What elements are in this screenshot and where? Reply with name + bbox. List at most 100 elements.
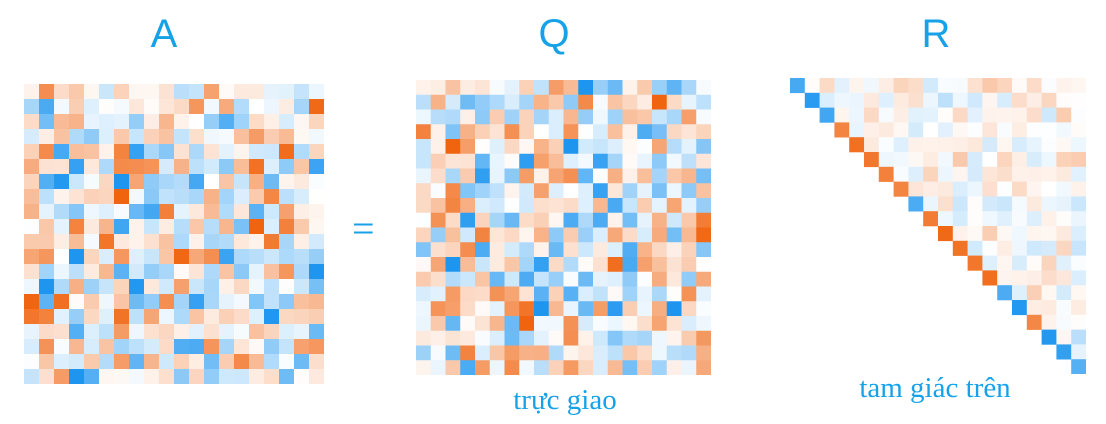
matrix-cell (189, 234, 205, 250)
matrix-cell (475, 271, 491, 287)
matrix-cell (69, 369, 85, 384)
matrix-cell (607, 257, 623, 273)
matrix-cell (416, 286, 432, 302)
matrix-cell (129, 294, 145, 310)
matrix-cell (189, 324, 205, 340)
matrix-cell (249, 249, 265, 265)
matrix-cell (460, 301, 476, 317)
matrix-cell (607, 94, 623, 110)
matrix-cell (1041, 329, 1057, 345)
matrix-cell (489, 330, 505, 346)
matrix-cell (54, 159, 70, 175)
matrix-cell (563, 198, 579, 214)
matrix-cell (607, 109, 623, 125)
matrix-cell (264, 219, 280, 235)
matrix-cell (578, 286, 594, 302)
matrix-cell (519, 257, 535, 273)
matrix-cell (997, 270, 1013, 286)
matrix-cell (294, 369, 310, 384)
matrix-cell (99, 204, 115, 220)
matrix-cell (666, 286, 682, 302)
matrix-cell (204, 264, 220, 280)
matrix-cell (1026, 152, 1042, 168)
matrix-cell (174, 174, 190, 190)
matrix-cell (430, 212, 446, 228)
matrix-cell (593, 198, 609, 214)
matrix-cell (264, 99, 280, 115)
matrix-cell (279, 249, 295, 265)
matrix-cell (982, 270, 998, 286)
matrix-cell (219, 249, 235, 265)
matrix-cell (69, 324, 85, 340)
matrix-cell (607, 227, 623, 243)
matrix-cell (1012, 92, 1028, 108)
matrix-cell (1012, 285, 1028, 301)
matrix-cell (445, 345, 461, 361)
matrix-cell (489, 168, 505, 184)
matrix-cell (1012, 270, 1028, 286)
matrix-cell (1041, 122, 1057, 138)
matrix-cell (159, 279, 175, 295)
matrix-cell (430, 271, 446, 287)
matrix-cell (24, 114, 40, 130)
matrix-cell (548, 212, 564, 228)
matrix-cell (294, 159, 310, 175)
matrix-cell (416, 153, 432, 169)
matrix-cell (264, 114, 280, 130)
matrix-cell (1026, 285, 1042, 301)
matrix-cell (1041, 255, 1057, 271)
matrix-cell (129, 84, 145, 100)
matrix-cell (534, 360, 550, 375)
matrix-cell (39, 294, 55, 310)
matrix-cell (504, 168, 520, 184)
matrix-cell (309, 99, 324, 115)
matrix-cell (264, 174, 280, 190)
matrix-cell (967, 152, 983, 168)
matrix-cell (534, 80, 550, 96)
matrix-cell (519, 330, 535, 346)
matrix-cell (593, 330, 609, 346)
matrix-cell (1026, 78, 1042, 94)
matrix-cell (622, 94, 638, 110)
matrix-cell (1071, 344, 1086, 360)
matrix-cell (637, 257, 653, 273)
matrix-cell (144, 339, 160, 355)
matrix-cell (504, 153, 520, 169)
matrix-cell (504, 139, 520, 155)
matrix-cell (189, 369, 205, 384)
matrix-cell (430, 80, 446, 96)
matrix-cell (607, 139, 623, 155)
matrix-cell (430, 109, 446, 125)
matrix-cell (159, 219, 175, 235)
matrix-cell (460, 198, 476, 214)
matrix-cell (548, 168, 564, 184)
matrix-cell (234, 234, 250, 250)
matrix-cell (99, 84, 115, 100)
matrix-cell (54, 219, 70, 235)
matrix-cell (849, 78, 865, 94)
matrix-cell (997, 152, 1013, 168)
matrix-cell (219, 339, 235, 355)
matrix-cell (1056, 181, 1072, 197)
matrix-cell (519, 183, 535, 199)
matrix-cell (652, 109, 668, 125)
matrix-cell (475, 212, 491, 228)
matrix-cell (69, 114, 85, 130)
matrix-cell (534, 271, 550, 287)
matrix-cell (1012, 107, 1028, 123)
matrix-cell (548, 227, 564, 243)
matrix-cell (129, 159, 145, 175)
matrix-cell (445, 80, 461, 96)
matrix-cell (129, 324, 145, 340)
matrix-cell (923, 181, 939, 197)
matrix-cell (593, 109, 609, 125)
matrix-cell (578, 94, 594, 110)
matrix-cell (144, 189, 160, 205)
matrix-cell (234, 99, 250, 115)
matrix-cell (622, 227, 638, 243)
matrix-cell (144, 294, 160, 310)
matrix-cell (967, 166, 983, 182)
matrix-cell (982, 226, 998, 242)
matrix-cell (174, 189, 190, 205)
matrix-cell (548, 183, 564, 199)
